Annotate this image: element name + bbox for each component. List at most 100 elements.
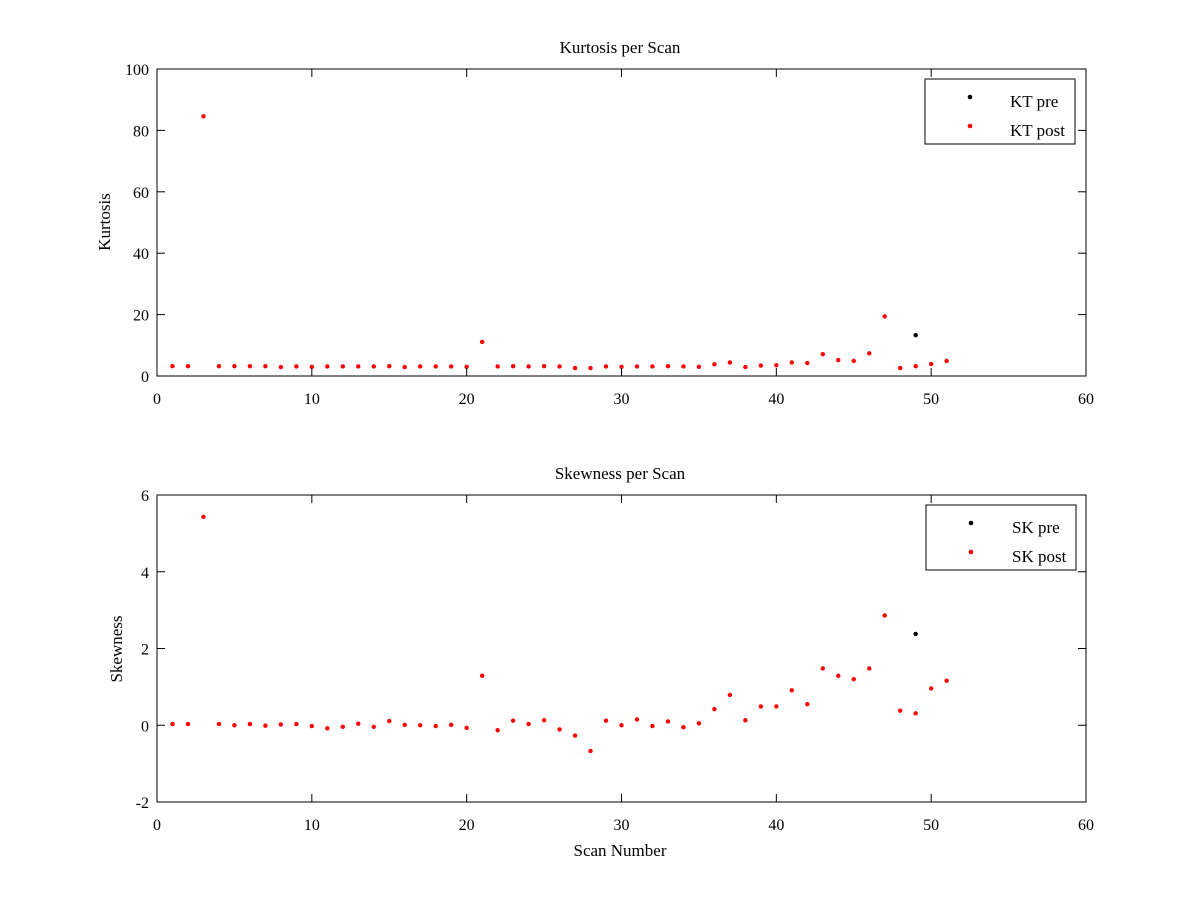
data-point-kt-post <box>387 363 392 369</box>
data-point-kt-post <box>774 363 779 368</box>
y-tick-label: 0 <box>141 369 149 386</box>
x-tick-label: 30 <box>614 817 630 834</box>
data-point-kt-post <box>789 360 795 365</box>
kurtosis-legend-box <box>924 78 1076 145</box>
data-point-kt-post <box>743 364 748 370</box>
legend-label-kt-pre: KT pre <box>1010 92 1058 111</box>
data-point-sk-post <box>340 724 345 729</box>
data-point-kt-post <box>588 365 593 371</box>
data-point-kt-post <box>232 363 237 369</box>
data-point-kt-post <box>402 364 407 370</box>
data-point-sk-post <box>448 722 454 728</box>
data-point-sk-post <box>944 678 949 683</box>
data-point-kt-post <box>712 362 717 367</box>
data-point-sk-post <box>851 677 856 682</box>
data-point-kt-post <box>495 364 500 369</box>
data-point-kt-pre <box>913 332 918 338</box>
data-point-kt-post <box>758 363 764 368</box>
y-tick-label: -2 <box>136 795 149 812</box>
legend-label-sk-post: SK post <box>1012 547 1067 566</box>
x-tick-label: 40 <box>768 817 784 834</box>
data-point-sk-post <box>433 723 438 729</box>
legend-label-sk-pre: SK pre <box>1012 518 1060 537</box>
kurtosis-legend: KT pre KT post <box>924 78 1076 145</box>
data-point-sk-post <box>712 706 717 712</box>
data-point-kt-post <box>325 364 330 369</box>
data-point-sk-post <box>743 718 748 723</box>
data-point-sk-post <box>603 718 609 723</box>
x-tick-label: 50 <box>923 817 939 834</box>
data-point-sk-post <box>526 721 531 727</box>
data-point-sk-post <box>294 721 299 727</box>
data-point-sk-post <box>836 673 841 678</box>
data-point-sk-post <box>820 666 825 671</box>
legend-marker-kt-post <box>967 123 973 129</box>
data-point-sk-post <box>928 686 934 691</box>
y-tick-label: 6 <box>141 488 149 505</box>
data-point-kt-post <box>603 364 609 369</box>
data-point-sk-post <box>418 723 423 728</box>
data-point-sk-post <box>805 701 810 707</box>
data-point-kt-post <box>882 314 887 319</box>
x-tick-label: 50 <box>923 391 939 408</box>
x-tick-label: 10 <box>304 391 320 408</box>
y-tick-label: 80 <box>133 123 149 140</box>
skewness-subplot: Skewness per Scan Skewness Scan Number 0… <box>107 464 1094 860</box>
data-point-sk-post <box>619 723 624 728</box>
y-tick-label: 20 <box>133 308 149 325</box>
data-point-sk-post <box>541 718 547 723</box>
data-point-kt-post <box>510 363 516 369</box>
data-point-sk-post <box>325 726 330 731</box>
data-point-sk-post <box>247 721 253 727</box>
x-tick-label: 40 <box>768 391 784 408</box>
data-point-sk-post <box>758 704 764 709</box>
data-point-kt-post <box>278 364 284 370</box>
data-point-kt-post <box>665 363 671 369</box>
skewness-ylabel: Skewness <box>107 615 126 682</box>
data-point-kt-post <box>805 360 810 366</box>
data-point-kt-post <box>913 363 918 369</box>
data-point-kt-post <box>216 363 222 369</box>
data-point-kt-post <box>619 364 624 369</box>
data-point-kt-post <box>201 114 206 119</box>
skewness-title: Skewness per Scan <box>555 464 686 483</box>
data-point-kt-post <box>263 363 268 369</box>
skewness-marks <box>170 514 949 754</box>
data-point-sk-post <box>867 666 872 671</box>
data-point-sk-post <box>201 514 206 520</box>
data-point-sk-post <box>727 692 733 698</box>
data-point-kt-post <box>526 364 531 369</box>
data-point-sk-post <box>913 711 918 716</box>
data-point-kt-post <box>928 361 934 367</box>
data-point-kt-post <box>340 364 345 369</box>
x-tick-label: 10 <box>304 817 320 834</box>
x-tick-label: 30 <box>614 391 630 408</box>
y-tick-label: 4 <box>141 565 149 582</box>
skewness-axes-frame <box>156 494 1087 803</box>
y-tick-label: 0 <box>141 718 149 735</box>
x-tick-label: 0 <box>153 817 161 834</box>
data-point-sk-post <box>882 613 887 618</box>
kurtosis-subplot: Kurtosis per Scan Kurtosis 0 10 20 30 40 50 60… <box>95 38 1094 408</box>
data-point-kt-post <box>418 364 423 369</box>
data-point-kt-post <box>727 360 733 365</box>
data-point-sk-post <box>650 723 655 729</box>
data-point-kt-post <box>479 339 485 345</box>
data-point-sk-post <box>185 721 191 727</box>
data-point-sk-post <box>278 722 284 727</box>
x-tick-label: 60 <box>1078 391 1094 408</box>
data-point-sk-post <box>557 727 562 732</box>
data-point-sk-post <box>789 688 795 693</box>
legend-marker-sk-post <box>968 549 974 555</box>
data-point-kt-post <box>681 364 686 369</box>
x-tick-label: 0 <box>153 391 161 408</box>
legend-marker-kt-pre <box>967 94 973 100</box>
data-point-sk-post <box>774 704 779 709</box>
data-point-kt-post <box>650 364 655 369</box>
data-point-kt-post <box>294 364 299 369</box>
y-tick-label: 40 <box>133 246 149 263</box>
data-point-kt-post <box>634 364 640 369</box>
legend-marker-sk-pre <box>968 520 974 526</box>
kurtosis-ylabel: Kurtosis <box>95 193 114 251</box>
